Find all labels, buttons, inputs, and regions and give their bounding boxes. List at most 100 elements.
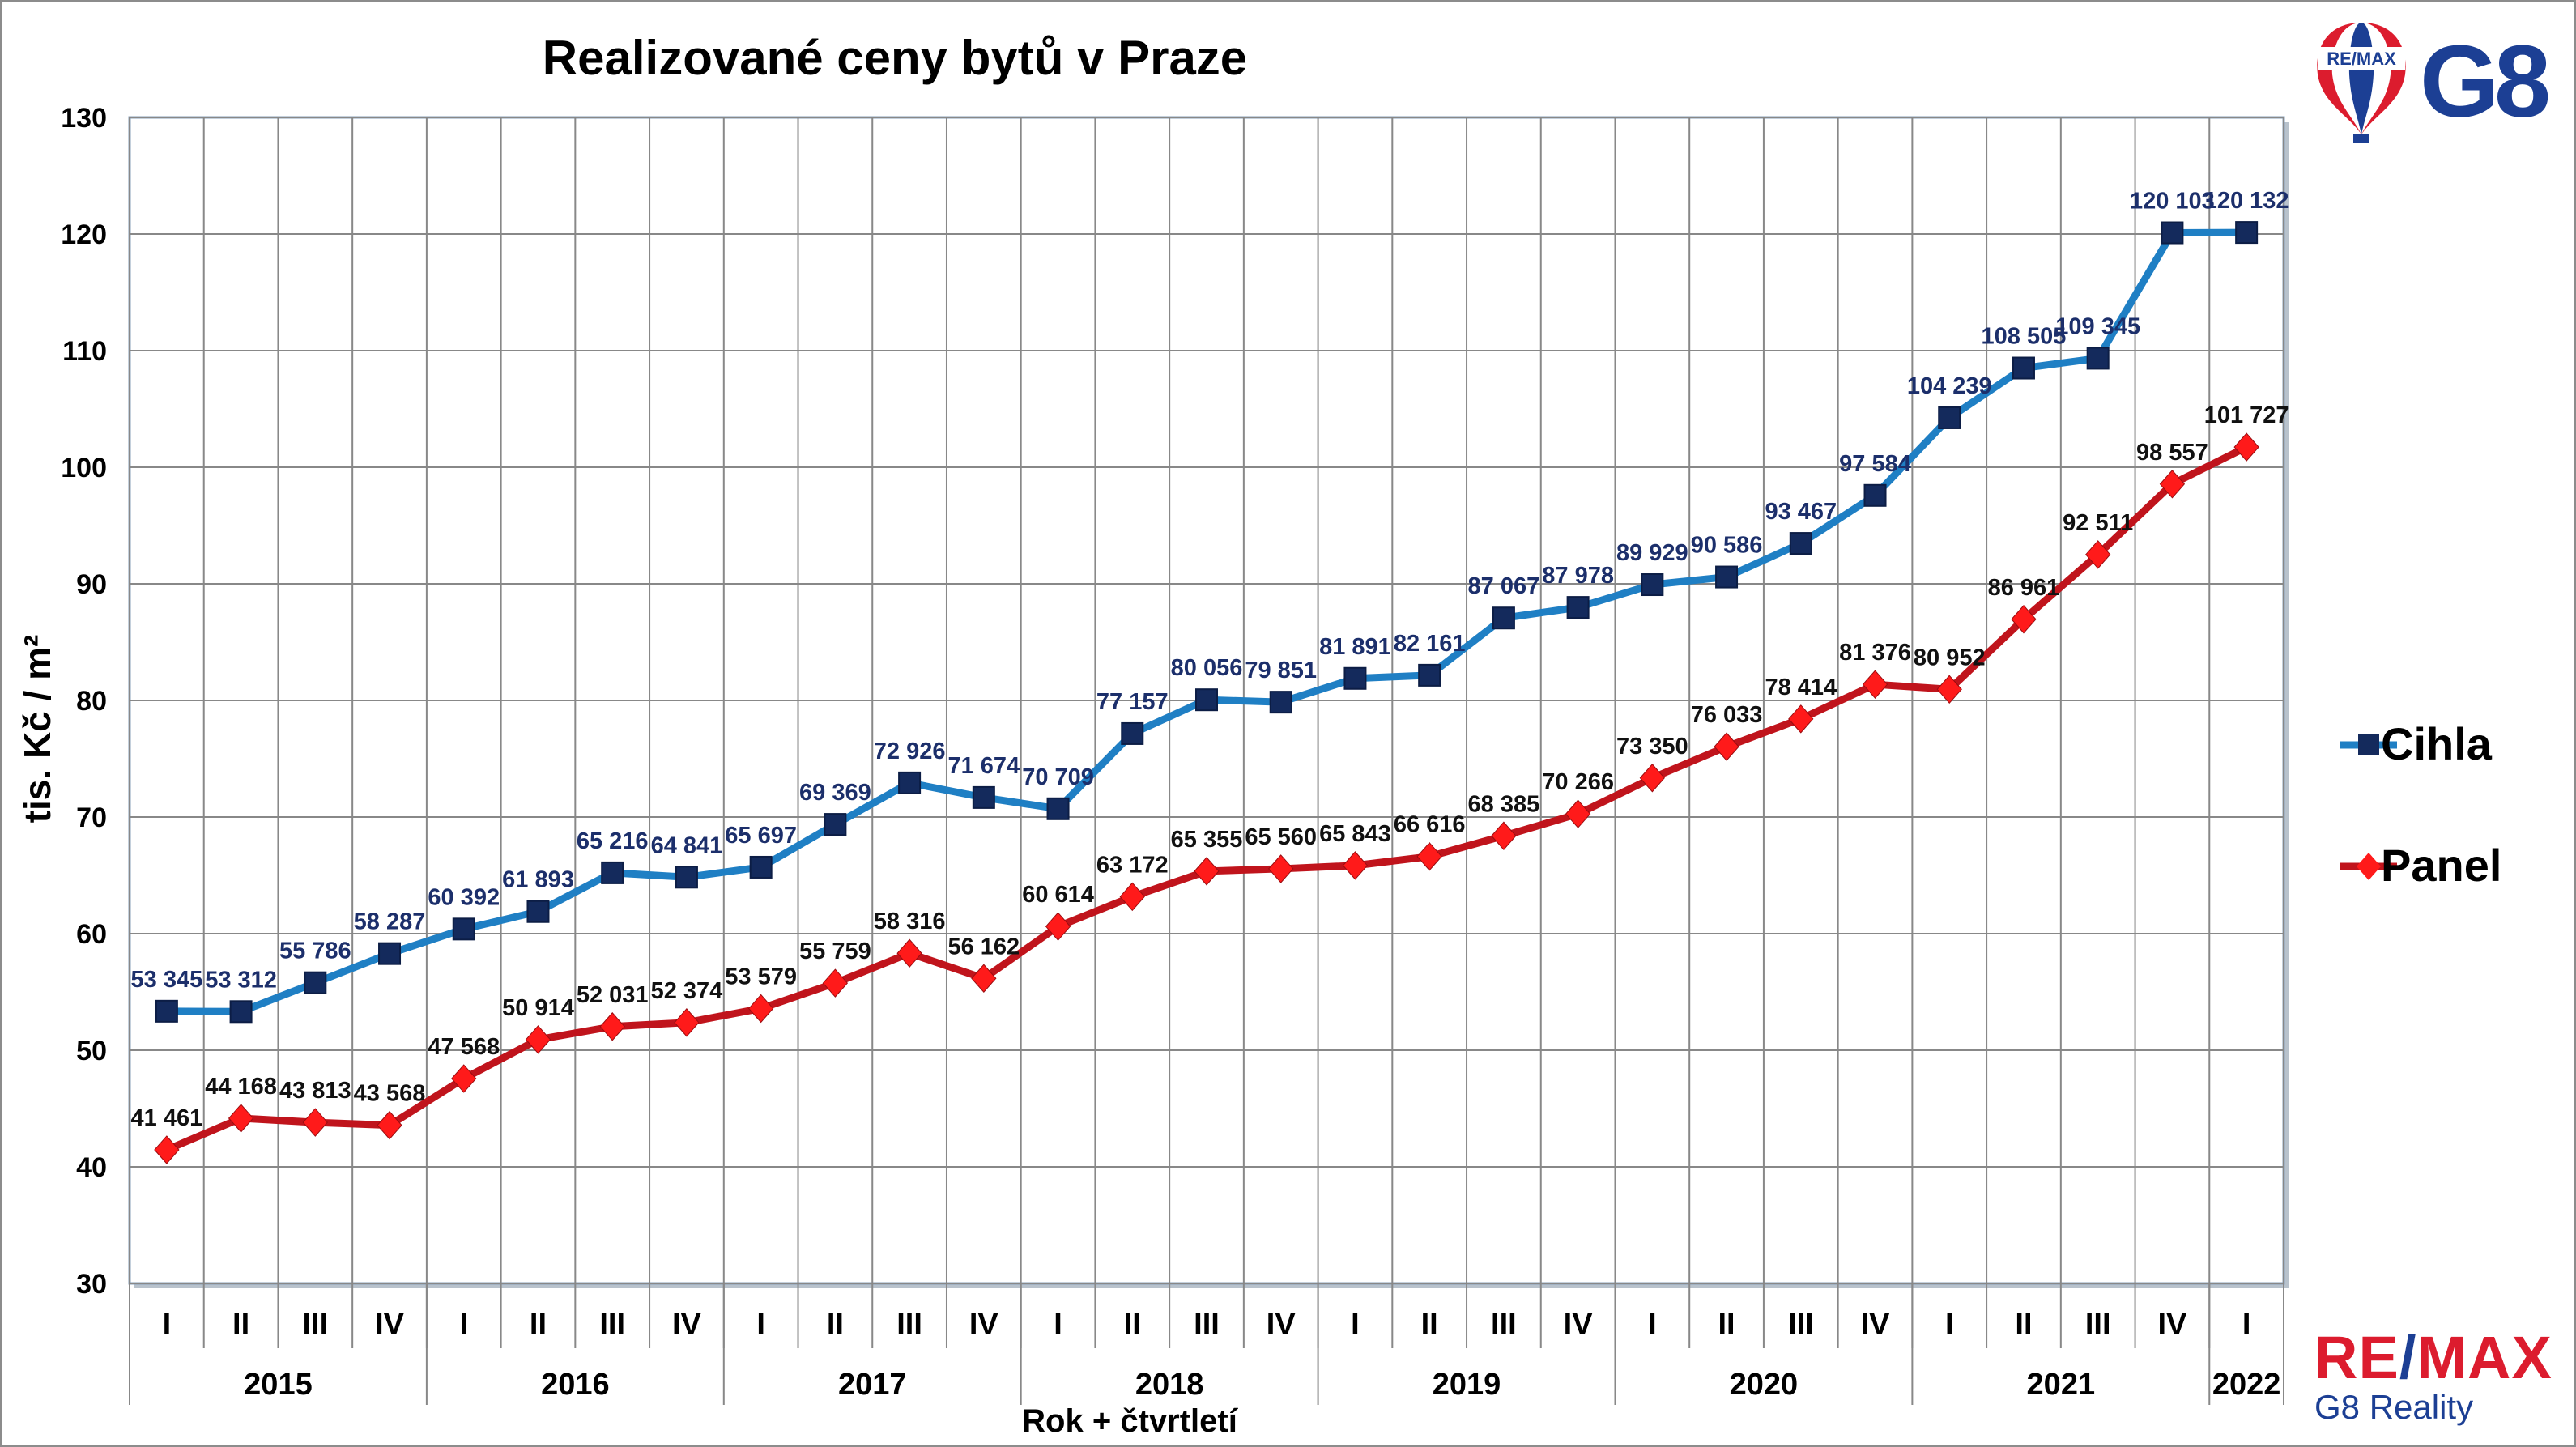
data-point-cihla [1492,606,1515,630]
data-point-cihla [675,866,698,889]
data-label-cihla: 58 287 [354,909,426,935]
data-label-panel: 92 511 [2063,510,2133,536]
y-tick-label: 110 [62,336,107,367]
data-point-cihla [1938,406,1961,429]
year-label: 2019 [1433,1368,1501,1402]
data-point-cihla [1789,532,1812,555]
y-tick-label: 60 [76,919,107,950]
year-label: 2022 [2212,1368,2281,1402]
data-point-cihla [1641,573,1664,597]
data-point-cihla [1046,797,1070,820]
data-label-cihla: 108 505 [1982,324,2067,350]
y-tick-label: 70 [76,802,107,833]
data-label-cihla: 65 697 [725,823,797,849]
data-label-panel: 65 843 [1319,821,1391,847]
x-tick-label: II [1718,1308,1735,1342]
data-label-panel: 55 759 [799,938,871,964]
legend-marker-cihla [2358,734,2379,755]
data-point-panel [2085,540,2111,569]
year-label: 2016 [541,1368,610,1402]
x-tick-label: II [827,1308,844,1342]
data-point-cihla [526,900,550,923]
data-point-panel [674,1008,700,1037]
data-label-panel: 73 350 [1616,734,1688,760]
data-point-cihla [1121,721,1144,745]
data-point-panel [822,968,849,998]
data-point-panel [302,1108,328,1137]
x-tick-label: I [2242,1308,2251,1342]
data-point-panel [228,1104,254,1133]
data-point-panel [1045,912,1071,941]
data-label-panel: 81 376 [1839,640,1911,666]
chart-title: Realizované ceny bytů v Praze [543,31,1247,85]
data-point-panel [525,1025,551,1054]
x-tick-label: IV [375,1308,405,1342]
x-tick-label: IV [1861,1308,1891,1342]
data-point-cihla [2086,347,2110,370]
data-label-cihla: 55 786 [279,938,351,964]
x-tick-label: IV [969,1308,999,1342]
data-label-panel: 53 579 [725,964,797,989]
data-label-cihla: 120 132 [2204,188,2289,214]
data-label-panel: 52 374 [651,978,723,1004]
data-label-cihla: 120 103 [2130,189,2215,215]
x-tick-label: IV [672,1308,702,1342]
year-label: 2021 [2027,1368,2096,1402]
legend-marker-panel [2357,853,2381,880]
remax-sub: G8 Reality [2314,1388,2474,1426]
x-tick-label: I [1945,1308,1954,1342]
data-point-panel [1194,857,1220,886]
x-tick-label: II [2015,1308,2032,1342]
remax-brand: RE/MAX [2314,1326,2553,1390]
data-point-panel [1639,764,1666,793]
remax-balloon-logo: RE/MAX [2317,23,2406,143]
data-point-panel [1491,821,1517,851]
data-label-panel: 43 813 [279,1078,351,1104]
data-point-panel [1714,732,1739,761]
data-point-cihla [898,771,922,794]
data-point-panel [377,1110,402,1140]
year-label: 2018 [1135,1368,1204,1402]
data-point-panel [1268,854,1294,883]
x-tick-label: III [1194,1308,1220,1342]
y-tick-label: 130 [61,103,107,134]
data-point-cihla [601,861,624,884]
data-point-panel [2233,432,2259,462]
data-point-panel [2011,605,2037,634]
data-label-panel: 65 560 [1245,824,1317,850]
data-point-panel [451,1064,477,1093]
year-label: 2017 [838,1368,907,1402]
data-label-panel: 60 614 [1022,882,1094,908]
remax-brand-slash: / [2399,1324,2417,1391]
data-label-panel: 65 355 [1171,827,1243,853]
x-tick-label: III [1491,1308,1517,1342]
data-point-cihla [972,785,995,809]
data-point-cihla [1195,688,1218,712]
y-tick-label: 40 [76,1152,107,1183]
x-tick-label: III [1788,1308,1814,1342]
y-tick-label: 80 [76,686,107,717]
data-point-cihla [452,917,475,941]
data-label-cihla: 87 067 [1468,573,1540,599]
data-label-cihla: 69 369 [799,780,871,806]
x-tick-label: I [756,1308,765,1342]
data-point-panel [747,994,774,1024]
data-point-cihla [378,942,402,965]
data-label-cihla: 82 161 [1394,631,1466,657]
x-axis-label: Rok + čtvrtletí [1022,1403,1239,1439]
data-label-cihla: 64 841 [651,832,723,858]
remax-g8-reality-logo: RE/MAX G8 Reality [2314,1326,2553,1425]
data-label-panel: 70 266 [1542,769,1614,795]
x-tick-label: II [1421,1308,1438,1342]
data-point-cihla [1566,596,1590,619]
data-label-panel: 68 385 [1468,791,1540,817]
data-label-panel: 47 568 [428,1034,500,1060]
x-tick-label: I [459,1308,468,1342]
data-point-cihla [824,813,847,836]
x-tick-label: III [2085,1308,2111,1342]
data-point-panel [1119,882,1145,912]
data-label-cihla: 72 926 [874,738,946,764]
data-label-cihla: 77 157 [1096,689,1169,715]
data-point-panel [1936,675,1962,704]
data-label-panel: 66 616 [1394,812,1466,838]
